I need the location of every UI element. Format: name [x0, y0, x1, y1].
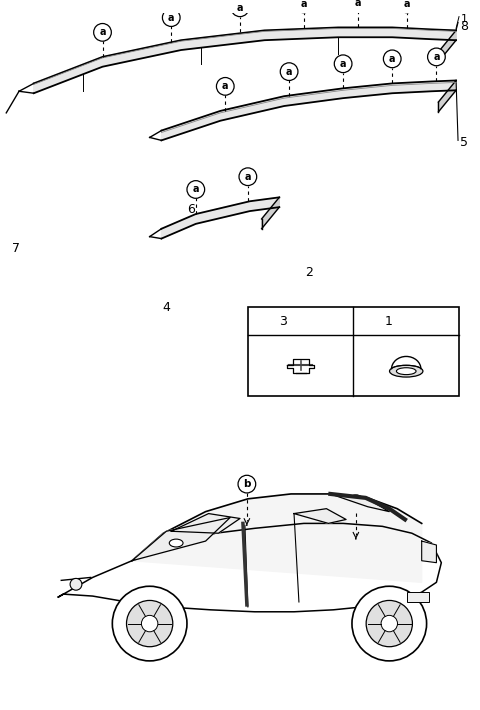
Text: a: a: [300, 0, 307, 9]
Polygon shape: [422, 541, 436, 563]
Circle shape: [349, 0, 367, 12]
Text: 4: 4: [162, 301, 170, 314]
Polygon shape: [330, 494, 389, 512]
Text: a: a: [355, 0, 361, 8]
Polygon shape: [58, 523, 441, 612]
Polygon shape: [132, 518, 230, 561]
Polygon shape: [132, 494, 422, 582]
Circle shape: [295, 0, 312, 13]
Text: a: a: [340, 59, 347, 69]
Circle shape: [94, 23, 111, 41]
Polygon shape: [262, 197, 279, 229]
Text: a: a: [433, 52, 440, 62]
Circle shape: [352, 586, 427, 661]
Text: a: a: [245, 172, 251, 182]
Polygon shape: [171, 513, 240, 533]
Circle shape: [238, 475, 256, 493]
Text: b: b: [366, 316, 372, 326]
Circle shape: [112, 586, 187, 661]
Circle shape: [347, 495, 365, 513]
Circle shape: [361, 313, 377, 329]
Circle shape: [384, 50, 401, 67]
Text: 3: 3: [279, 315, 287, 327]
Ellipse shape: [169, 539, 183, 547]
Circle shape: [127, 601, 173, 647]
Circle shape: [216, 77, 234, 95]
Text: a: a: [389, 54, 396, 64]
Polygon shape: [161, 80, 456, 141]
Text: b: b: [352, 498, 360, 509]
Text: a: a: [404, 0, 410, 9]
Text: 6: 6: [187, 202, 195, 216]
Polygon shape: [34, 28, 456, 93]
Text: a: a: [222, 82, 228, 92]
Polygon shape: [438, 80, 456, 112]
Circle shape: [366, 601, 412, 647]
Text: a: a: [237, 3, 243, 13]
Circle shape: [334, 55, 352, 72]
Text: 7: 7: [12, 242, 20, 255]
Circle shape: [428, 48, 445, 66]
FancyBboxPatch shape: [407, 592, 429, 602]
Text: a: a: [286, 67, 292, 77]
Circle shape: [231, 0, 249, 16]
Circle shape: [70, 579, 82, 590]
FancyBboxPatch shape: [248, 307, 459, 395]
Text: a: a: [99, 28, 106, 38]
Text: a: a: [260, 316, 267, 326]
Ellipse shape: [396, 368, 416, 375]
Circle shape: [280, 62, 298, 80]
Text: a: a: [168, 13, 175, 23]
Circle shape: [162, 9, 180, 26]
Text: 8: 8: [460, 20, 468, 33]
Circle shape: [398, 0, 416, 13]
Circle shape: [142, 616, 158, 632]
Polygon shape: [161, 197, 279, 239]
Polygon shape: [294, 508, 346, 523]
Circle shape: [256, 313, 271, 329]
Text: 1: 1: [385, 315, 393, 327]
Circle shape: [381, 616, 397, 632]
Text: a: a: [192, 185, 199, 195]
Text: 1: 1: [461, 13, 468, 23]
Circle shape: [187, 180, 204, 198]
Ellipse shape: [390, 365, 423, 377]
Text: 5: 5: [460, 136, 468, 149]
Polygon shape: [438, 31, 456, 62]
Circle shape: [239, 168, 257, 185]
Text: b: b: [243, 479, 251, 489]
Text: 2: 2: [305, 266, 312, 280]
